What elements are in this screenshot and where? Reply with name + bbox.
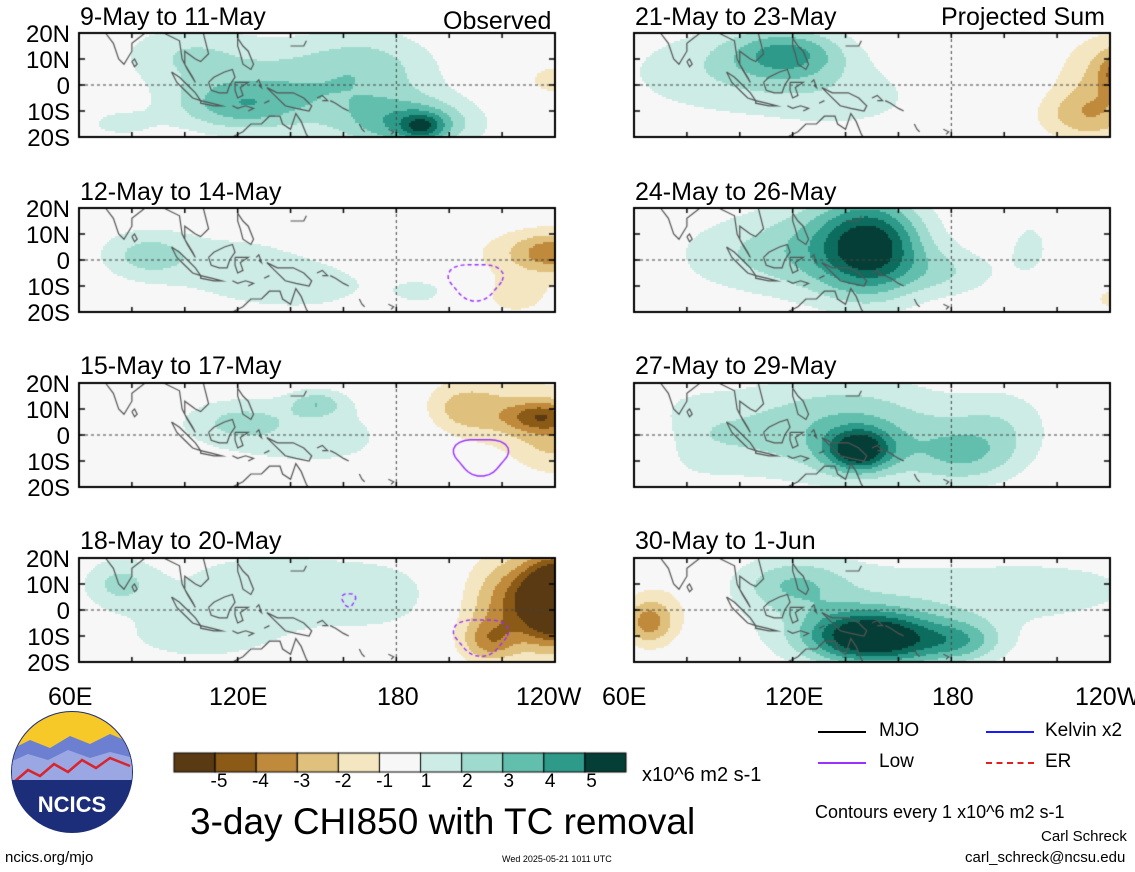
legend-low-line (818, 762, 866, 764)
author: Carl Schreck (1041, 828, 1127, 845)
ytick-row1-3: 10S (27, 99, 70, 126)
xtick-120e-left: 120E (209, 683, 268, 711)
xtick-120e-right: 120E (765, 683, 824, 711)
observed-label: Observed (443, 7, 552, 35)
panel-title-5: 21-May to 23-May (635, 3, 837, 31)
ncics-logo: NCICS (11, 711, 133, 833)
ytick-row2-3: 10S (27, 274, 70, 301)
panel-title-1: 9-May to 11-May (80, 3, 266, 31)
xtick-120w-right: 120W (1075, 683, 1135, 711)
colorbar-tick-7: 3 (503, 771, 515, 792)
ytick-row1-1: 10N (25, 47, 70, 74)
panel-title-4: 18-May to 20-May (80, 527, 282, 555)
legend-er-line (986, 762, 1034, 764)
contours-note: Contours every 1 x10^6 m2 s-1 (815, 802, 1065, 822)
ytick-row3-3: 10S (27, 449, 70, 476)
xtick-60e-left: 60E (48, 683, 93, 711)
ytick-row2-0: 20N (25, 196, 70, 223)
panel-title-8: 30-May to 1-Jun (635, 527, 816, 555)
panel-title-2: 12-May to 14-May (80, 178, 282, 206)
colorbar-tick-1: -4 (251, 771, 269, 792)
projected-label: Projected Sum (941, 3, 1105, 31)
ytick-row1-0: 20N (25, 21, 70, 48)
ytick-row2-1: 10N (25, 222, 70, 249)
colorbar-tick-4: -1 (376, 771, 394, 792)
author-email[interactable]: carl_schreck@ncsu.edu (965, 849, 1126, 866)
xtick-60e-right: 60E (602, 683, 647, 711)
panel-title-3: 15-May to 17-May (80, 352, 282, 380)
legend-kelvin-line (986, 731, 1034, 733)
xtick-120w-left: 120W (516, 683, 582, 711)
ytick-row2-2: 0 (56, 248, 70, 275)
logo-text: NCICS (38, 792, 106, 817)
colorbar-tick-6: 2 (462, 771, 473, 792)
timestamp: Wed 2025-05-21 1011 UTC (502, 854, 612, 864)
colorbar-tick-9: 5 (586, 771, 597, 792)
colorbar-tick-0: -5 (210, 771, 228, 792)
colorbar-tick-3: -2 (334, 771, 352, 792)
legend-mjo: MJO (879, 720, 920, 741)
xtick-180-left: 180 (377, 683, 419, 711)
ytick-row3-0: 20N (25, 371, 70, 398)
ytick-row4-4: 20S (27, 650, 70, 677)
ytick-row1-4: 20S (27, 125, 70, 152)
ytick-row2-4: 20S (27, 300, 70, 327)
colorbar-tick-2: -3 (293, 771, 311, 792)
ytick-row4-1: 10N (25, 572, 70, 599)
ytick-row4-2: 0 (56, 598, 70, 625)
legend-kelvin: Kelvin x2 (1045, 720, 1123, 741)
legend-low: Low (879, 751, 914, 772)
ytick-row3-2: 0 (56, 423, 70, 450)
ytick-row1-2: 0 (56, 73, 70, 100)
main-title: 3-day CHI850 with TC removal (190, 801, 696, 842)
ytick-row4-0: 20N (25, 546, 70, 573)
legend-mjo-line (818, 731, 866, 733)
panel-title-7: 27-May to 29-May (635, 352, 837, 380)
ytick-row3-1: 10N (25, 397, 70, 424)
legend-er: ER (1045, 751, 1072, 772)
site-link[interactable]: ncics.org/mjo (5, 849, 94, 866)
ytick-row4-3: 10S (27, 624, 70, 651)
panel-title-6: 24-May to 26-May (635, 178, 837, 206)
colorbar-tick-8: 4 (544, 771, 556, 792)
xtick-180-right: 180 (932, 683, 974, 711)
colorbar-tick-5: 1 (420, 771, 432, 792)
ytick-row3-4: 20S (27, 475, 70, 502)
colorbar-units: x10^6 m2 s-1 (642, 764, 762, 786)
